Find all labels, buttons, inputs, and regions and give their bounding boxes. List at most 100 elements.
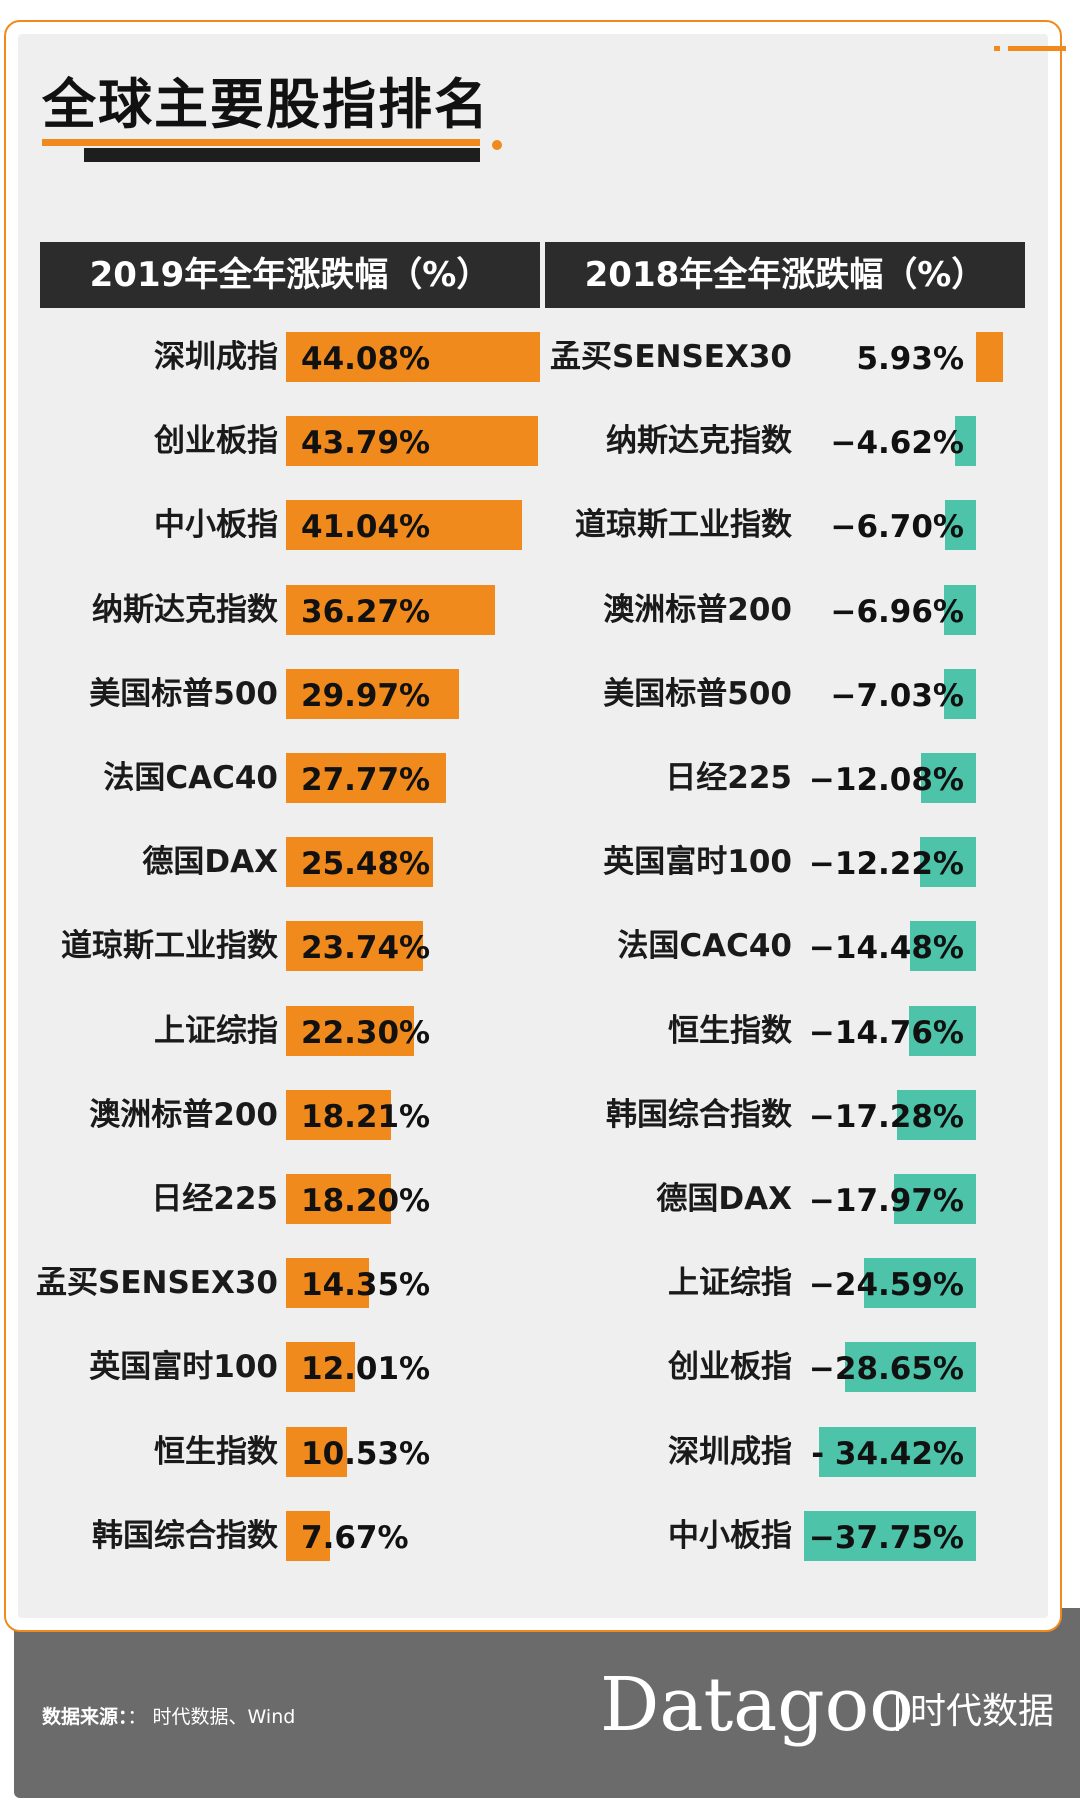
brand-cn: 时代数据 [910, 1691, 1055, 1732]
category-label: 纳斯达克指数 [606, 423, 792, 459]
bar-2019 [286, 500, 522, 550]
bar-2018 [845, 1342, 976, 1392]
value-label-2019: 12.01% [301, 1351, 431, 1387]
value-label-2018: 5.93% [856, 341, 964, 377]
brand-separator [896, 1693, 899, 1731]
category-label: 道琼斯工业指数 [61, 928, 278, 964]
category-label: 恒生指数 [154, 1434, 278, 1470]
value-label-2018: −17.28% [808, 1099, 964, 1135]
bar-2018 [976, 332, 1003, 382]
value-label-2019: 23.74% [301, 930, 431, 966]
category-label: 孟买SENSEX30 [36, 1265, 278, 1301]
bar-2018 [897, 1090, 976, 1140]
source-label: 数据来源： [42, 1706, 128, 1728]
value-label-2018: −14.48% [808, 930, 964, 966]
bar-2018 [819, 1427, 976, 1477]
brand-logo: Datagoo [600, 1662, 914, 1748]
category-label: 恒生指数 [668, 1013, 792, 1049]
bar-2018 [921, 753, 976, 803]
value-label-2018: - 34.42% [811, 1436, 964, 1472]
value-label-2018: −4.62% [830, 425, 964, 461]
category-label: 日经225 [665, 760, 792, 796]
title-accent-dot [492, 140, 502, 150]
bar-2019 [286, 753, 446, 803]
bar-2019 [286, 1006, 414, 1056]
bar-2019 [286, 837, 433, 887]
category-label: 澳洲标普200 [603, 592, 792, 628]
source-text: ： 时代数据、Wind [127, 1706, 296, 1728]
bar-2019 [286, 921, 423, 971]
value-label-2018: −12.08% [808, 762, 964, 798]
value-label-2019: 27.77% [301, 762, 431, 798]
bar-2019 [286, 332, 540, 382]
value-label-2019: 22.30% [301, 1015, 431, 1051]
value-label-2018: −37.75% [808, 1520, 964, 1556]
title-underline-black [84, 148, 480, 162]
category-label: 中小板指 [154, 507, 278, 543]
page-title: 全球主要股指排名 [42, 73, 490, 136]
category-label: 纳斯达克指数 [92, 592, 278, 628]
bar-2019 [286, 1511, 330, 1561]
category-label: 日经225 [151, 1181, 278, 1217]
bar-2019 [286, 585, 495, 635]
value-label-2018: −24.59% [808, 1267, 964, 1303]
bar-2018 [804, 1511, 976, 1561]
category-label: 创业板指 [154, 423, 278, 459]
category-label: 英国富时100 [89, 1349, 278, 1385]
bar-2018 [955, 416, 976, 466]
value-label-2018: −6.96% [830, 594, 964, 630]
category-label: 深圳成指 [154, 339, 278, 375]
corner-dash-short [994, 46, 1000, 51]
category-label: 英国富时100 [603, 844, 792, 880]
source-note: 数据来源：： 时代数据、Wind [42, 1702, 295, 1729]
value-label-2019: 29.97% [301, 678, 431, 714]
value-label-2019: 41.04% [301, 509, 431, 545]
footer-bar [14, 1608, 1080, 1798]
category-label: 澳洲标普200 [89, 1097, 278, 1133]
category-label: 孟买SENSEX30 [550, 339, 792, 375]
bar-2018 [944, 585, 976, 635]
value-label-2019: 10.53% [301, 1436, 431, 1472]
category-label: 德国DAX [142, 844, 278, 880]
value-label-2018: −6.70% [830, 509, 964, 545]
value-label-2018: −28.65% [808, 1351, 964, 1387]
bar-2019 [286, 669, 459, 719]
value-label-2018: −12.22% [808, 846, 964, 882]
bar-2019 [286, 416, 538, 466]
value-label-2019: 18.20% [301, 1183, 431, 1219]
category-label: 上证综指 [154, 1013, 278, 1049]
bar-2018 [910, 921, 976, 971]
value-label-2019: 25.48% [301, 846, 431, 882]
category-label: 中小板指 [668, 1518, 792, 1554]
value-label-2018: −14.76% [808, 1015, 964, 1051]
category-label: 深圳成指 [668, 1434, 792, 1470]
category-label: 韩国综合指数 [606, 1097, 792, 1133]
bar-2019 [286, 1174, 391, 1224]
bar-2019 [286, 1090, 391, 1140]
title-underline-orange [42, 139, 480, 146]
category-label: 法国CAC40 [617, 928, 792, 964]
bar-2019 [286, 1342, 355, 1392]
category-label: 韩国综合指数 [92, 1518, 278, 1554]
header-2018: 2018年全年涨跌幅（%） [545, 242, 1025, 308]
value-label-2019: 18.21% [301, 1099, 431, 1135]
header-2019: 2019年全年涨跌幅（%） [40, 242, 540, 308]
category-label: 美国标普500 [89, 676, 278, 712]
category-label: 创业板指 [668, 1349, 792, 1385]
category-label: 美国标普500 [603, 676, 792, 712]
category-label: 上证综指 [668, 1265, 792, 1301]
category-label: 道琼斯工业指数 [575, 507, 792, 543]
bar-2018 [945, 500, 976, 550]
bar-2018 [909, 1006, 976, 1056]
value-label-2019: 43.79% [301, 425, 431, 461]
bar-2019 [286, 1258, 369, 1308]
bar-2018 [894, 1174, 976, 1224]
value-label-2019: 36.27% [301, 594, 431, 630]
category-label: 法国CAC40 [103, 760, 278, 796]
category-label: 德国DAX [656, 1181, 792, 1217]
value-label-2018: −7.03% [830, 678, 964, 714]
value-label-2019: 44.08% [301, 341, 431, 377]
value-label-2018: −17.97% [808, 1183, 964, 1219]
corner-dash-long [1008, 46, 1066, 51]
